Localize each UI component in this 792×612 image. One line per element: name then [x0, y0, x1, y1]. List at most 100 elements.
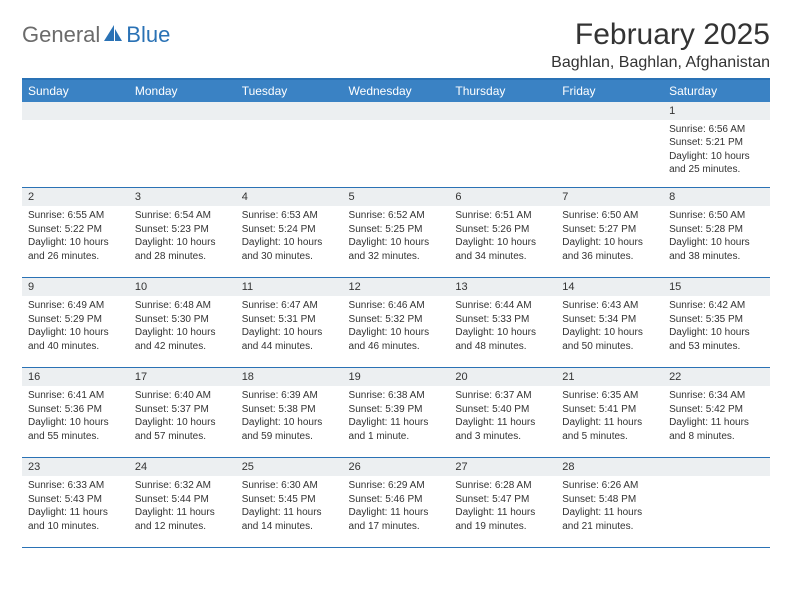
- day-details: Sunrise: 6:41 AMSunset: 5:36 PMDaylight:…: [22, 386, 129, 447]
- day-number: 14: [556, 278, 663, 296]
- sunset-text: Sunset: 5:32 PM: [349, 313, 444, 327]
- sunset-text: Sunset: 5:33 PM: [455, 313, 550, 327]
- sunrise-text: Sunrise: 6:51 AM: [455, 209, 550, 223]
- calendar-cell: [236, 102, 343, 188]
- sunrise-text: Sunrise: 6:53 AM: [242, 209, 337, 223]
- brand-blue: Blue: [126, 22, 170, 48]
- calendar-cell: 19Sunrise: 6:38 AMSunset: 5:39 PMDayligh…: [343, 368, 450, 458]
- day-number: 19: [343, 368, 450, 386]
- daylight-text: Daylight: 10 hours and 48 minutes.: [455, 326, 550, 353]
- sunrise-text: Sunrise: 6:47 AM: [242, 299, 337, 313]
- calendar-cell: 17Sunrise: 6:40 AMSunset: 5:37 PMDayligh…: [129, 368, 236, 458]
- daylight-text: Daylight: 11 hours and 14 minutes.: [242, 506, 337, 533]
- day-number: 24: [129, 458, 236, 476]
- calendar-cell: 10Sunrise: 6:48 AMSunset: 5:30 PMDayligh…: [129, 278, 236, 368]
- sunset-text: Sunset: 5:21 PM: [669, 136, 764, 150]
- sunrise-text: Sunrise: 6:32 AM: [135, 479, 230, 493]
- sunset-text: Sunset: 5:43 PM: [28, 493, 123, 507]
- sunrise-text: Sunrise: 6:55 AM: [28, 209, 123, 223]
- calendar-cell: [343, 102, 450, 188]
- day-details: Sunrise: 6:53 AMSunset: 5:24 PMDaylight:…: [236, 206, 343, 267]
- day-details: Sunrise: 6:44 AMSunset: 5:33 PMDaylight:…: [449, 296, 556, 357]
- calendar-head: Sunday Monday Tuesday Wednesday Thursday…: [22, 80, 770, 102]
- day-details: Sunrise: 6:50 AMSunset: 5:27 PMDaylight:…: [556, 206, 663, 267]
- day-number: 15: [663, 278, 770, 296]
- calendar-cell: 24Sunrise: 6:32 AMSunset: 5:44 PMDayligh…: [129, 458, 236, 548]
- calendar-cell: 4Sunrise: 6:53 AMSunset: 5:24 PMDaylight…: [236, 188, 343, 278]
- sunrise-text: Sunrise: 6:50 AM: [562, 209, 657, 223]
- day-details: Sunrise: 6:34 AMSunset: 5:42 PMDaylight:…: [663, 386, 770, 447]
- sunrise-text: Sunrise: 6:34 AM: [669, 389, 764, 403]
- sunrise-text: Sunrise: 6:38 AM: [349, 389, 444, 403]
- sunset-text: Sunset: 5:26 PM: [455, 223, 550, 237]
- calendar-cell: 14Sunrise: 6:43 AMSunset: 5:34 PMDayligh…: [556, 278, 663, 368]
- day-details: Sunrise: 6:48 AMSunset: 5:30 PMDaylight:…: [129, 296, 236, 357]
- daylight-text: Daylight: 10 hours and 59 minutes.: [242, 416, 337, 443]
- col-saturday: Saturday: [663, 80, 770, 102]
- daylight-text: Daylight: 11 hours and 10 minutes.: [28, 506, 123, 533]
- col-monday: Monday: [129, 80, 236, 102]
- day-details: Sunrise: 6:40 AMSunset: 5:37 PMDaylight:…: [129, 386, 236, 447]
- calendar-cell: 27Sunrise: 6:28 AMSunset: 5:47 PMDayligh…: [449, 458, 556, 548]
- sunrise-text: Sunrise: 6:30 AM: [242, 479, 337, 493]
- daylight-text: Daylight: 11 hours and 3 minutes.: [455, 416, 550, 443]
- calendar-cell: 20Sunrise: 6:37 AMSunset: 5:40 PMDayligh…: [449, 368, 556, 458]
- day-number: 3: [129, 188, 236, 206]
- sunrise-text: Sunrise: 6:46 AM: [349, 299, 444, 313]
- daylight-text: Daylight: 10 hours and 36 minutes.: [562, 236, 657, 263]
- calendar-cell: 18Sunrise: 6:39 AMSunset: 5:38 PMDayligh…: [236, 368, 343, 458]
- sunset-text: Sunset: 5:42 PM: [669, 403, 764, 417]
- day-details: Sunrise: 6:37 AMSunset: 5:40 PMDaylight:…: [449, 386, 556, 447]
- sunset-text: Sunset: 5:29 PM: [28, 313, 123, 327]
- sunset-text: Sunset: 5:24 PM: [242, 223, 337, 237]
- sunrise-text: Sunrise: 6:56 AM: [669, 123, 764, 137]
- calendar-row: 9Sunrise: 6:49 AMSunset: 5:29 PMDaylight…: [22, 278, 770, 368]
- daylight-text: Daylight: 11 hours and 8 minutes.: [669, 416, 764, 443]
- sunrise-text: Sunrise: 6:50 AM: [669, 209, 764, 223]
- day-number: 21: [556, 368, 663, 386]
- location: Baghlan, Baghlan, Afghanistan: [551, 54, 770, 72]
- calendar-row: 23Sunrise: 6:33 AMSunset: 5:43 PMDayligh…: [22, 458, 770, 548]
- sunset-text: Sunset: 5:48 PM: [562, 493, 657, 507]
- calendar-table: Sunday Monday Tuesday Wednesday Thursday…: [22, 80, 770, 549]
- calendar-row: 1Sunrise: 6:56 AMSunset: 5:21 PMDaylight…: [22, 102, 770, 188]
- day-number: 25: [236, 458, 343, 476]
- day-details: Sunrise: 6:43 AMSunset: 5:34 PMDaylight:…: [556, 296, 663, 357]
- month-title: February 2025: [551, 18, 770, 52]
- sunrise-text: Sunrise: 6:33 AM: [28, 479, 123, 493]
- calendar-cell: [449, 102, 556, 188]
- sunset-text: Sunset: 5:46 PM: [349, 493, 444, 507]
- daylight-text: Daylight: 10 hours and 44 minutes.: [242, 326, 337, 353]
- day-details: Sunrise: 6:55 AMSunset: 5:22 PMDaylight:…: [22, 206, 129, 267]
- day-number: [129, 102, 236, 120]
- brand-logo: General Blue: [22, 18, 170, 48]
- day-number: [449, 102, 556, 120]
- day-number: 28: [556, 458, 663, 476]
- sunset-text: Sunset: 5:47 PM: [455, 493, 550, 507]
- day-details: Sunrise: 6:56 AMSunset: 5:21 PMDaylight:…: [663, 120, 770, 181]
- calendar-cell: 6Sunrise: 6:51 AMSunset: 5:26 PMDaylight…: [449, 188, 556, 278]
- day-number: 16: [22, 368, 129, 386]
- daylight-text: Daylight: 10 hours and 55 minutes.: [28, 416, 123, 443]
- sunrise-text: Sunrise: 6:40 AM: [135, 389, 230, 403]
- sunrise-text: Sunrise: 6:29 AM: [349, 479, 444, 493]
- calendar-cell: [556, 102, 663, 188]
- sunset-text: Sunset: 5:44 PM: [135, 493, 230, 507]
- day-details: Sunrise: 6:52 AMSunset: 5:25 PMDaylight:…: [343, 206, 450, 267]
- daylight-text: Daylight: 10 hours and 42 minutes.: [135, 326, 230, 353]
- sunset-text: Sunset: 5:39 PM: [349, 403, 444, 417]
- calendar-cell: [663, 458, 770, 548]
- day-details: Sunrise: 6:28 AMSunset: 5:47 PMDaylight:…: [449, 476, 556, 537]
- sunrise-text: Sunrise: 6:28 AM: [455, 479, 550, 493]
- calendar-cell: 23Sunrise: 6:33 AMSunset: 5:43 PMDayligh…: [22, 458, 129, 548]
- day-details: Sunrise: 6:54 AMSunset: 5:23 PMDaylight:…: [129, 206, 236, 267]
- day-number: 1: [663, 102, 770, 120]
- col-wednesday: Wednesday: [343, 80, 450, 102]
- calendar-cell: 13Sunrise: 6:44 AMSunset: 5:33 PMDayligh…: [449, 278, 556, 368]
- sunset-text: Sunset: 5:38 PM: [242, 403, 337, 417]
- sunset-text: Sunset: 5:45 PM: [242, 493, 337, 507]
- day-number: [343, 102, 450, 120]
- day-number: 12: [343, 278, 450, 296]
- daylight-text: Daylight: 11 hours and 19 minutes.: [455, 506, 550, 533]
- calendar-cell: 11Sunrise: 6:47 AMSunset: 5:31 PMDayligh…: [236, 278, 343, 368]
